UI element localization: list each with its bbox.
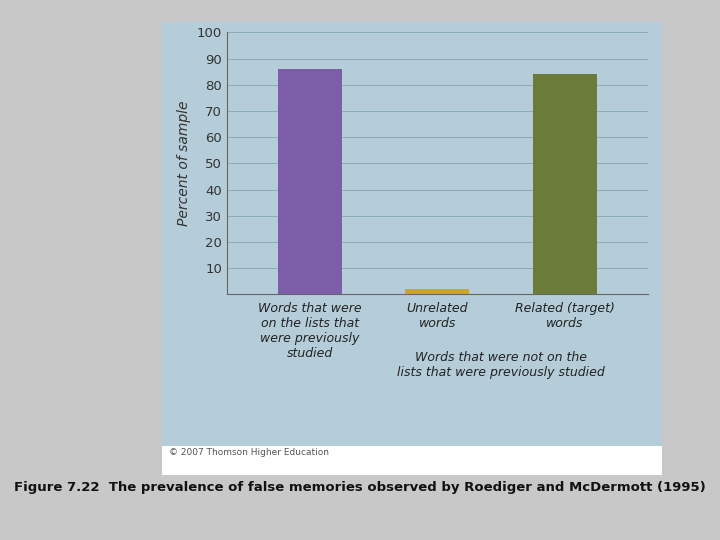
Bar (278, 69, 342, 294)
Text: Figure 7.22  The prevalence of false memories observed by Roediger and McDermott: Figure 7.22 The prevalence of false memo… (14, 481, 706, 494)
Bar (533, 75, 597, 294)
Text: Words that were
on the lists that
were previously
studied: Words that were on the lists that were p… (258, 302, 361, 360)
Text: Related (target)
words: Related (target) words (515, 302, 615, 330)
Text: Unrelated
words: Unrelated words (407, 302, 468, 330)
Bar (405, 289, 469, 294)
Y-axis label: Percent of sample: Percent of sample (177, 100, 191, 226)
Text: © 2007 Thomson Higher Education: © 2007 Thomson Higher Education (169, 448, 329, 457)
Text: Words that were not on the
lists that were previously studied: Words that were not on the lists that we… (397, 351, 605, 379)
